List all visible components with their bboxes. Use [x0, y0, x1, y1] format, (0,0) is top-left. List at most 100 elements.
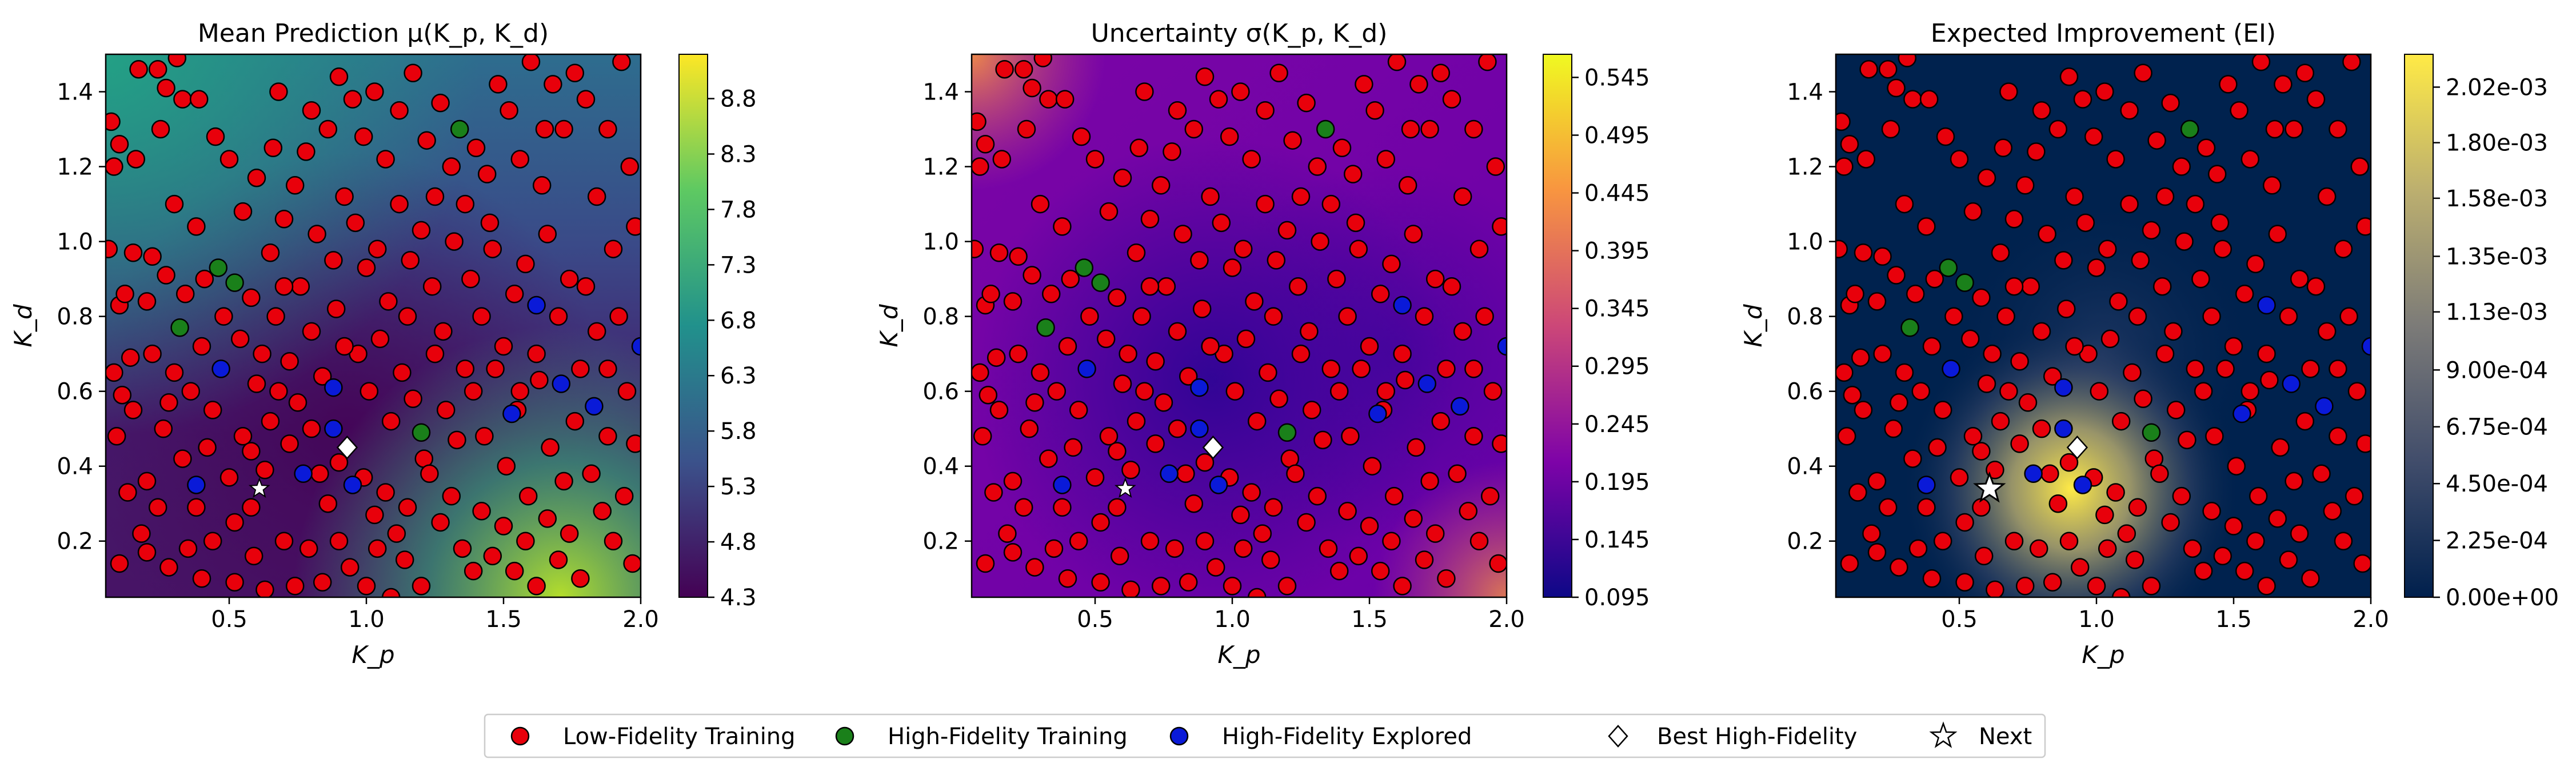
low-fidelity-point	[1371, 561, 1390, 581]
low-fidelity-point	[1168, 101, 1187, 120]
low-fidelity-point	[2246, 532, 2265, 550]
low-fidelity-point	[368, 539, 387, 558]
low-fidelity-point	[2125, 550, 2144, 569]
high-fidelity-explored-point	[211, 359, 230, 378]
high-fidelity-explored-point	[1368, 404, 1387, 424]
low-fidelity-point	[187, 498, 206, 517]
low-fidelity-point	[340, 558, 360, 577]
low-fidelity-point	[1080, 307, 1099, 326]
colorbar-tick-label: 1.13e-03	[2446, 299, 2548, 326]
low-fidelity-point	[2240, 382, 2260, 401]
low-fidelity-point	[2317, 322, 2337, 341]
low-fidelity-point	[1346, 213, 1365, 233]
low-fidelity-point	[1404, 509, 1423, 528]
low-fidelity-point	[159, 558, 178, 577]
high-fidelity-explored-point	[2315, 397, 2334, 416]
low-fidelity-point	[1009, 344, 1028, 363]
low-fidelity-point	[285, 577, 305, 596]
y-tick-label: 1.4	[922, 79, 959, 106]
low-fidelity-point	[1099, 202, 1119, 221]
low-fidelity-point	[143, 247, 162, 266]
low-fidelity-point	[2065, 187, 2084, 206]
low-fidelity-point	[1955, 513, 1974, 532]
low-fidelity-point	[1242, 483, 1261, 502]
next-point-marker	[248, 477, 270, 498]
low-fidelity-point	[2029, 539, 2048, 558]
low-fidelity-point	[1223, 577, 1242, 596]
x-tick-label: 1.0	[1214, 606, 1251, 633]
low-fidelity-point	[412, 577, 431, 596]
low-fidelity-point	[2246, 254, 2265, 274]
low-fidelity-point	[1195, 453, 1215, 472]
low-fidelity-point	[2032, 419, 2051, 438]
low-fidelity-point	[1108, 288, 1127, 307]
low-fidelity-point	[1854, 243, 1873, 262]
low-fidelity-point	[1911, 382, 1931, 401]
colorbar-tick-label: 0.00e+00	[2446, 585, 2559, 611]
low-fidelity-point	[1206, 558, 1225, 577]
low-fidelity-point	[598, 119, 617, 139]
colorbar-tick-label: 0.395	[1584, 238, 1650, 265]
colorbar: 4.3 4.8 5.3 5.8 6.3 6.8 7.3 7.8 8.3 8.8	[678, 54, 757, 611]
low-fidelity-point	[379, 292, 398, 311]
low-fidelity-point	[2329, 427, 2347, 446]
low-fidelity-point	[1480, 486, 1500, 506]
legend-item-best-high-fidelity: Best High-Fidelity	[1608, 724, 1857, 750]
low-fidelity-point	[1453, 187, 1472, 206]
low-fidelity-point	[2347, 382, 2367, 401]
low-fidelity-point	[1184, 494, 1204, 513]
low-fidelity-point	[2109, 292, 2128, 311]
low-fidelity-point	[165, 194, 184, 214]
low-fidelity-point	[494, 337, 513, 356]
y-tick-label: 0.8	[1787, 304, 1823, 330]
low-fidelity-point	[1475, 307, 1494, 326]
low-fidelity-point	[360, 382, 379, 401]
low-fidelity-point	[483, 239, 502, 258]
panel-uncertainty: 0.5 1.0 1.5 2.0 0.2 0.4 0.6 0.8 1.0 1.2 1.4 Uncert…	[875, 19, 1650, 669]
y-axis-label: K_d	[875, 304, 903, 347]
low-fidelity-point	[1859, 59, 1878, 79]
high-fidelity-training-point	[1316, 119, 1335, 139]
low-fidelity-point	[2334, 239, 2353, 258]
low-fidelity-point	[973, 427, 992, 446]
low-fidelity-point	[576, 90, 596, 109]
low-fidelity-point	[434, 322, 453, 341]
low-fidelity-point	[106, 157, 123, 176]
chart-title: Mean Prediction μ(K_p, K_d)	[198, 19, 549, 48]
colorbar-tick-label: 0.445	[1584, 181, 1650, 207]
low-fidelity-point	[2098, 539, 2117, 558]
low-fidelity-point	[1085, 468, 1105, 487]
low-fidelity-point	[2018, 393, 2038, 412]
low-fidelity-point	[2342, 54, 2361, 71]
low-fidelity-point	[2271, 438, 2290, 457]
low-fidelity-point	[1856, 150, 1876, 169]
low-fidelity-point	[604, 239, 623, 258]
low-fidelity-point	[1895, 194, 1914, 214]
low-fidelity-point	[1977, 168, 1996, 187]
low-fidelity-point	[113, 385, 132, 405]
y-tick-label: 0.8	[922, 304, 959, 330]
low-fidelity-point	[1151, 577, 1171, 596]
low-fidelity-point	[1085, 150, 1105, 169]
low-fidelity-point	[448, 430, 466, 450]
x-tick-label: 2.0	[2353, 606, 2389, 633]
low-fidelity-point	[1933, 401, 1952, 420]
low-fidelity-point	[1332, 138, 1352, 158]
low-fidelity-point	[1127, 243, 1146, 262]
high-fidelity-explored-point	[1209, 476, 1228, 494]
low-fidelity-point	[1991, 243, 2010, 262]
low-fidelity-point	[1376, 150, 1396, 169]
colorbar-tick-label: 0.195	[1584, 469, 1650, 496]
low-fidelity-point	[2219, 75, 2238, 94]
y-tick-label: 0.4	[1787, 454, 1823, 480]
y-tick-label: 0.8	[57, 304, 93, 330]
low-fidelity-point	[335, 187, 354, 206]
low-fidelity-point	[1963, 202, 1983, 221]
low-fidelity-point	[242, 442, 261, 461]
low-fidelity-point	[2235, 561, 2254, 581]
low-fidelity-point	[269, 382, 288, 401]
low-fidelity-point	[280, 351, 299, 371]
low-fidelity-point	[1127, 412, 1146, 431]
low-fidelity-point	[393, 363, 412, 382]
low-fidelity-point	[247, 168, 266, 187]
